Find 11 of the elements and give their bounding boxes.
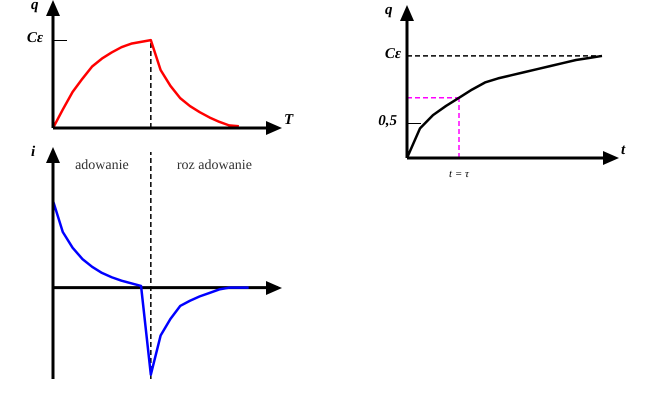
x-axis-title: t — [621, 142, 626, 159]
text: Cε — [26, 30, 43, 47]
text: roz adowanie — [176, 158, 252, 174]
y-axis-title: q — [31, 0, 38, 14]
text: t = τ — [449, 168, 469, 180]
x-axis-title: T — [284, 112, 294, 129]
y-axis-title: i — [31, 144, 36, 161]
ref-line-label: Cε — [384, 46, 401, 63]
y-axis-title: q — [385, 2, 392, 19]
text: adowanie — [75, 158, 129, 174]
text: 0,5 — [378, 113, 397, 130]
